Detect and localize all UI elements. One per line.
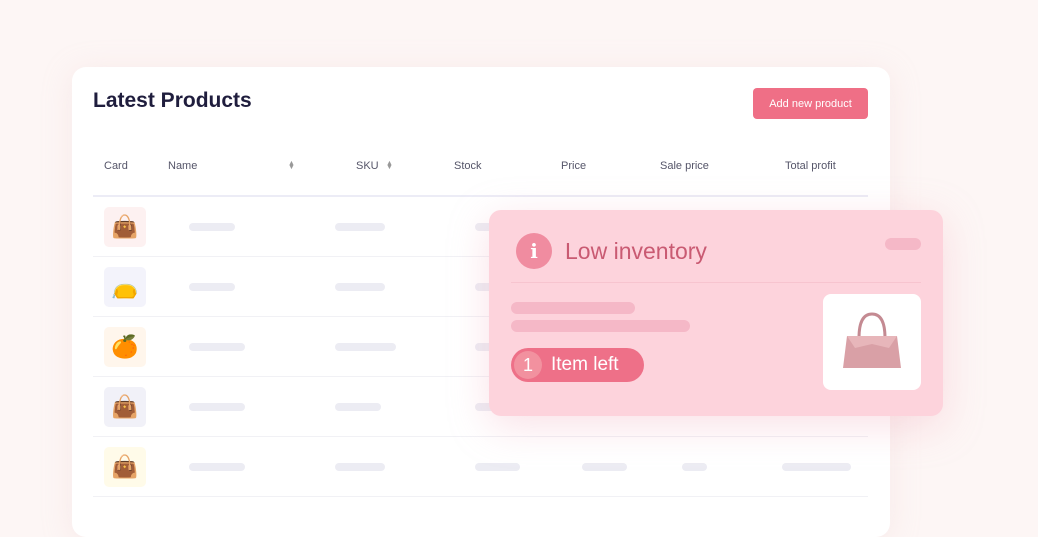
placeholder-bar (885, 238, 921, 250)
column-name[interactable]: Name (168, 160, 198, 172)
product-thumbnail: 👜 (104, 387, 146, 427)
table-row[interactable]: 👜 (93, 197, 868, 257)
placeholder-bar (335, 403, 381, 411)
table-row[interactable]: 👜 (93, 377, 868, 437)
page-title: Latest Products (93, 89, 252, 112)
sort-name-icon[interactable]: ▲ ▼ (288, 160, 295, 171)
low-inventory-popup: i Low inventory 1 Item left (489, 210, 943, 416)
placeholder-bar (189, 223, 235, 231)
placeholder-bar (682, 463, 707, 471)
popup-title: Low inventory (565, 238, 707, 264)
items-left-badge: 1 Item left (511, 348, 644, 382)
placeholder-bar (475, 463, 520, 471)
popup-divider (511, 282, 921, 283)
column-sku[interactable]: SKU (356, 160, 379, 172)
placeholder-bar (335, 283, 385, 291)
table-row[interactable]: 👜 (93, 437, 868, 497)
placeholder-bar (189, 403, 245, 411)
placeholder-bar (189, 343, 245, 351)
item-count: 1 (514, 351, 542, 379)
product-thumbnail: 👝 (104, 267, 146, 307)
sort-sku-icon[interactable]: ▲ ▼ (386, 160, 393, 171)
placeholder-bar (189, 463, 245, 471)
placeholder-bar (511, 302, 635, 314)
placeholder-bar (189, 283, 235, 291)
placeholder-bar (335, 343, 396, 351)
placeholder-bar (511, 320, 690, 332)
add-new-product-button[interactable]: Add new product (753, 88, 868, 119)
product-thumbnail: 🍊 (104, 327, 146, 367)
column-stock: Stock (454, 160, 482, 172)
handbag-icon (843, 312, 901, 368)
placeholder-bar (335, 463, 385, 471)
column-card: Card (104, 160, 128, 172)
placeholder-bar (582, 463, 627, 471)
column-sale-price: Sale price (660, 160, 709, 172)
header-divider (93, 195, 868, 197)
placeholder-bar (335, 223, 385, 231)
product-thumbnail: 👜 (104, 207, 146, 247)
column-price: Price (561, 160, 587, 172)
placeholder-bar (782, 463, 851, 471)
info-icon: i (516, 233, 552, 269)
column-total-profit: Total profit (785, 160, 836, 172)
item-left-label: Item left (551, 354, 619, 375)
product-image (823, 294, 921, 390)
product-thumbnail: 👜 (104, 447, 146, 487)
